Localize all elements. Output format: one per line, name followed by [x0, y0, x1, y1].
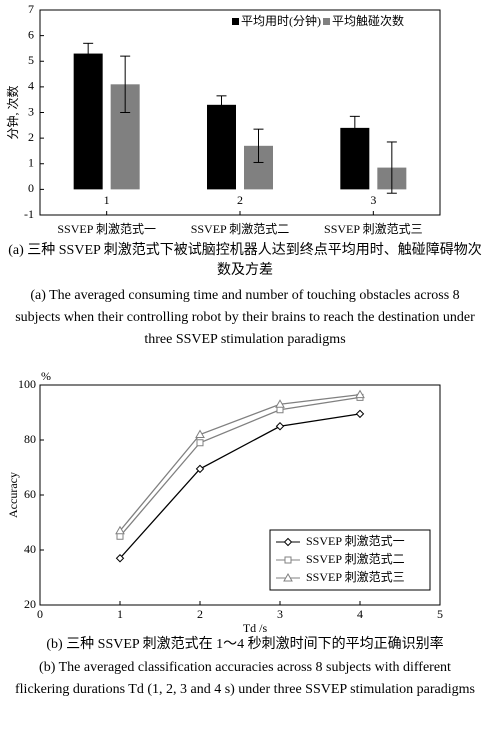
x-tick-label: 3 [370, 193, 376, 207]
marker [196, 439, 204, 447]
caption-a-en: (a) The averaged consuming time and numb… [15, 288, 475, 347]
y-tick-label: 0 [28, 181, 34, 195]
caption-a-zh: (a) 三种 SSVEP 刺激范式下被试脑控机器人达到终点平均用时、触碰障碍物次… [8, 243, 482, 278]
y-tick-label: 3 [28, 104, 34, 118]
y-tick-label: 40 [24, 542, 36, 556]
y-tick-label: 6 [28, 27, 34, 41]
caption-b-en: (b) The averaged classification accuraci… [15, 660, 475, 697]
y-axis-label: Accuracy [6, 472, 20, 518]
y-tick-label: 1 [28, 156, 34, 170]
y-tick-label: 4 [28, 79, 34, 93]
legend-label: 平均触碰次数 [332, 13, 404, 28]
legend-label: SSVEP 刺激范式一 [306, 534, 405, 548]
legend-swatch [232, 18, 239, 25]
y-tick-label: 60 [24, 487, 36, 501]
category-label: SSVEP 刺激范式二 [191, 222, 290, 236]
legend-label: SSVEP 刺激范式三 [306, 570, 405, 584]
legend-marker [283, 537, 293, 547]
caption-b-zh: (b) 三种 SSVEP 刺激范式在 1～4 秒刺激时间下的平均正确识别率 [46, 637, 444, 652]
x-tick-label: 4 [357, 607, 363, 621]
x-tick-label: 5 [437, 607, 443, 621]
y-unit: % [41, 369, 51, 383]
legend-swatch [323, 18, 330, 25]
series-line [119, 396, 361, 537]
series-line [119, 413, 361, 559]
series-line [119, 393, 361, 532]
y-tick-label: 20 [24, 597, 36, 611]
y-tick-label: 5 [28, 53, 34, 67]
marker [115, 525, 125, 535]
y-axis-label: 分钟, 次数 [5, 85, 20, 139]
x-tick-label: 1 [117, 607, 123, 621]
x-axis-label: Td /s [243, 621, 268, 635]
y-tick-label: 80 [24, 432, 36, 446]
y-tick-label: 7 [28, 2, 34, 16]
marker [355, 409, 365, 419]
bar [207, 104, 236, 190]
y-tick-label: 100 [18, 377, 36, 391]
y-tick-label: 2 [28, 130, 34, 144]
legend-marker [284, 556, 292, 564]
bar [73, 53, 103, 190]
x-tick-label: 2 [197, 607, 203, 621]
x-tick-label: 2 [237, 193, 243, 207]
x-tick-label: 1 [104, 193, 110, 207]
marker [355, 389, 365, 399]
marker [275, 422, 285, 431]
legend-label: 平均用时(分钟) [241, 13, 321, 28]
category-label: SSVEP 刺激范式一 [57, 222, 156, 236]
marker [195, 464, 205, 474]
category-label: SSVEP 刺激范式三 [324, 222, 423, 236]
marker [275, 399, 285, 408]
x-tick-label: 3 [277, 607, 283, 621]
legend-marker [283, 572, 293, 582]
legend-label: SSVEP 刺激范式二 [306, 552, 405, 566]
marker [195, 429, 205, 438]
x-tick-label: 0 [37, 607, 43, 621]
y-tick-label: -1 [24, 207, 34, 221]
marker [115, 554, 125, 563]
